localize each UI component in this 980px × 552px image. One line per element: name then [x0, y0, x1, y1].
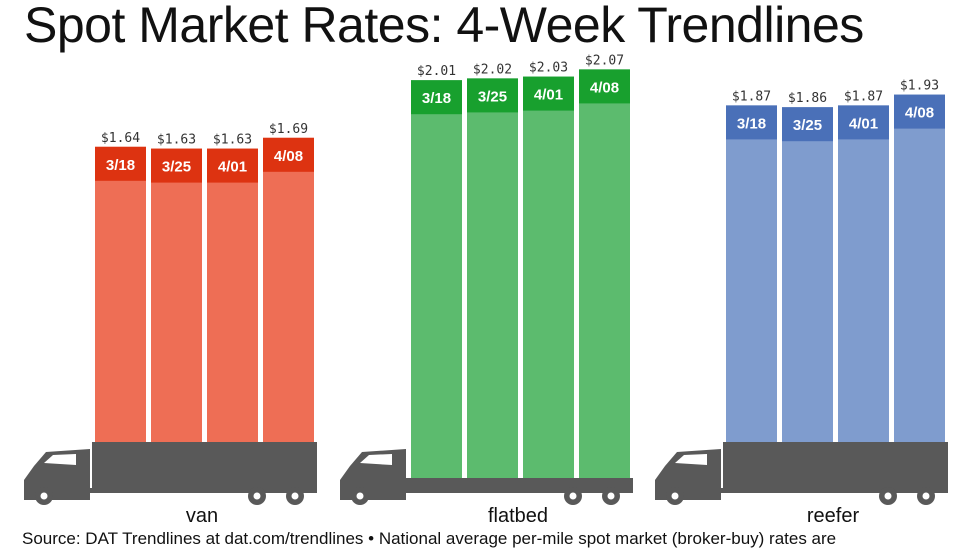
- bar-value-label: $2.07: [585, 53, 624, 68]
- van-group: 3/18 $1.64 3/25 $1.63 4/01 $1.63 4/08 $1.69 van: [24, 122, 317, 527]
- van-bar-header: [207, 148, 258, 183]
- van-bar-body: [95, 146, 146, 443]
- reefer-bar-body: [894, 94, 945, 442]
- flatbed-bar-4/08: 4/08 $2.07: [579, 53, 630, 479]
- reefer-trailer-frame: [718, 488, 948, 493]
- reefer-bar-4/01: 4/01 $1.87: [838, 89, 889, 443]
- reefer-rear-hub-2: [922, 492, 930, 500]
- reefer-bar-body: [782, 107, 833, 442]
- reefer-front-hub: [671, 492, 679, 500]
- van-rear-hub-1: [253, 492, 261, 500]
- category-label: reefer: [807, 505, 860, 527]
- van-bar-body: [207, 148, 258, 442]
- bar-date-label: 4/08: [274, 148, 303, 165]
- flatbed-rear-hub-2: [607, 492, 615, 500]
- reefer-cab-window: [675, 454, 707, 465]
- category-label: flatbed: [488, 505, 548, 527]
- van-trailer-box: [92, 442, 317, 490]
- bar-value-label: $1.63: [213, 133, 252, 148]
- bar-value-label: $2.02: [473, 62, 512, 77]
- reefer-trailer: [718, 442, 948, 505]
- reefer-bar-header: [726, 105, 777, 140]
- source-note: Source: DAT Trendlines at dat.com/trendl…: [22, 529, 837, 548]
- bar-value-label: $1.64: [101, 131, 140, 146]
- van-truck-cab: [24, 449, 90, 505]
- van-bar-header: [95, 146, 146, 181]
- reefer-bar-3/25: 3/25 $1.86: [782, 91, 833, 442]
- bar-date-label: 3/25: [478, 88, 507, 105]
- flatbed-trailer-frame: [403, 488, 633, 493]
- bar-date-label: 3/25: [793, 117, 822, 134]
- flatbed-cab-window: [360, 454, 392, 465]
- flatbed-bar-body: [467, 78, 518, 479]
- reefer-bar-header: [838, 105, 889, 140]
- flatbed-bar-3/25: 3/25 $2.02: [467, 62, 518, 479]
- reefer-bar-3/18: 3/18 $1.87: [726, 89, 777, 443]
- flatbed-bar-header: [411, 80, 462, 115]
- reefer-bar-body: [726, 105, 777, 443]
- category-label: van: [186, 505, 218, 527]
- reefer-bar-body: [838, 105, 889, 443]
- reefer-bar-header: [782, 107, 833, 142]
- bar-date-label: 4/01: [534, 87, 563, 104]
- flatbed-bar-header: [523, 76, 574, 111]
- reefer-truck-cab: [655, 449, 721, 505]
- van-rear-hub-2: [291, 492, 299, 500]
- bar-value-label: $1.63: [157, 133, 196, 148]
- bar-date-label: 4/01: [849, 115, 878, 132]
- flatbed-bar-body: [411, 80, 462, 478]
- bar-date-label: 4/08: [590, 79, 619, 96]
- bar-value-label: $1.87: [844, 89, 883, 104]
- bar-date-label: 3/18: [422, 90, 451, 107]
- reefer-bar-header: [894, 94, 945, 129]
- van-front-hub: [40, 492, 48, 500]
- van-bar-3/18: 3/18 $1.64: [95, 131, 146, 443]
- chart-title: Spot Market Rates: 4-Week Trendlines: [24, 0, 864, 53]
- van-bar-header: [151, 148, 202, 183]
- bar-value-label: $2.03: [529, 61, 568, 76]
- flatbed-bar-4/01: 4/01 $2.03: [523, 61, 574, 478]
- flatbed-trailer: [403, 478, 633, 505]
- van-bar-body: [263, 137, 314, 443]
- bar-date-label: 3/18: [106, 157, 135, 174]
- van-trailer: [87, 442, 317, 505]
- flatbed-bar-body: [579, 69, 630, 479]
- flatbed-bar-3/18: 3/18 $2.01: [411, 64, 462, 478]
- flatbed-bar-header: [579, 69, 630, 104]
- reefer-trailer-box: [723, 442, 948, 490]
- flatbed-truck-cab: [340, 449, 406, 505]
- flatbed-rear-hub-1: [569, 492, 577, 500]
- bar-date-label: 3/18: [737, 115, 766, 132]
- van-bar-4/08: 4/08 $1.69: [263, 122, 314, 443]
- flatbed-front-hub: [356, 492, 364, 500]
- bar-value-label: $1.69: [269, 122, 308, 137]
- reefer-group: 3/18 $1.87 3/25 $1.86 4/01 $1.87 4/08 $1.93 reef…: [655, 79, 948, 527]
- van-bar-header: [263, 137, 314, 172]
- van-bar-3/25: 3/25 $1.63: [151, 133, 202, 442]
- bar-value-label: $2.01: [417, 64, 456, 79]
- reefer-rear-hub-1: [884, 492, 892, 500]
- van-bar-4/01: 4/01 $1.63: [207, 133, 258, 442]
- flatbed-group: 3/18 $2.01 3/25 $2.02 4/01 $2.03 4/08 $2.07 flat…: [340, 53, 633, 527]
- bar-date-label: 4/08: [905, 105, 934, 122]
- bar-value-label: $1.86: [788, 91, 827, 106]
- bar-date-label: 3/25: [162, 159, 191, 176]
- bar-date-label: 4/01: [218, 159, 247, 176]
- reefer-bar-4/08: 4/08 $1.93: [894, 79, 945, 442]
- flatbed-bar-body: [523, 76, 574, 478]
- van-cab-window: [44, 454, 76, 465]
- van-trailer-frame: [87, 488, 317, 493]
- van-bar-body: [151, 148, 202, 442]
- bar-value-label: $1.93: [900, 79, 939, 94]
- bar-value-label: $1.87: [732, 89, 771, 104]
- flatbed-bar-header: [467, 78, 518, 113]
- flatbed-trailer-deck: [403, 478, 633, 490]
